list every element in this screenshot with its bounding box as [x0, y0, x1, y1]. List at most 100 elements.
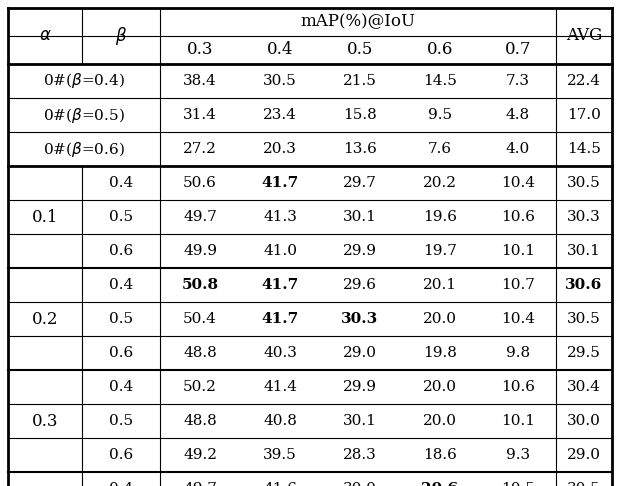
Text: 28.3: 28.3 — [343, 448, 377, 462]
Text: 21.5: 21.5 — [343, 74, 377, 88]
Text: 41.4: 41.4 — [263, 380, 297, 394]
Text: 40.3: 40.3 — [263, 346, 297, 360]
Text: $\alpha$: $\alpha$ — [38, 28, 51, 45]
Text: 30.1: 30.1 — [343, 414, 377, 428]
Text: 41.0: 41.0 — [263, 244, 297, 258]
Text: 30.6: 30.6 — [565, 278, 603, 292]
Text: 40.8: 40.8 — [263, 414, 297, 428]
Text: 30.3: 30.3 — [567, 210, 601, 224]
Text: 27.2: 27.2 — [183, 142, 217, 156]
Text: 29.9: 29.9 — [343, 380, 377, 394]
Text: 0.6: 0.6 — [109, 244, 133, 258]
Text: 29.0: 29.0 — [567, 448, 601, 462]
Text: 0.4: 0.4 — [267, 41, 293, 58]
Text: 29.6: 29.6 — [343, 278, 377, 292]
Text: 0.2: 0.2 — [32, 311, 58, 328]
Text: 30.1: 30.1 — [343, 210, 377, 224]
Text: 49.7: 49.7 — [183, 210, 217, 224]
Text: 0#($\beta$=0.5): 0#($\beta$=0.5) — [43, 105, 125, 124]
Text: 9.8: 9.8 — [506, 346, 530, 360]
Text: 18.6: 18.6 — [423, 448, 457, 462]
Text: 50.6: 50.6 — [183, 176, 217, 190]
Text: 29.5: 29.5 — [567, 346, 601, 360]
Text: 14.5: 14.5 — [567, 142, 601, 156]
Text: 0.6: 0.6 — [109, 346, 133, 360]
Text: 7.3: 7.3 — [506, 74, 530, 88]
Text: 50.8: 50.8 — [182, 278, 219, 292]
Text: 10.5: 10.5 — [501, 482, 535, 486]
Text: 0.4: 0.4 — [109, 278, 133, 292]
Text: 39.5: 39.5 — [263, 448, 297, 462]
Text: 41.7: 41.7 — [262, 278, 299, 292]
Text: 20.0: 20.0 — [423, 414, 457, 428]
Text: 10.1: 10.1 — [501, 244, 535, 258]
Text: 15.8: 15.8 — [343, 108, 377, 122]
Text: 0.6: 0.6 — [427, 41, 453, 58]
Text: 13.6: 13.6 — [343, 142, 377, 156]
Text: 20.0: 20.0 — [423, 380, 457, 394]
Text: 20.0: 20.0 — [423, 312, 457, 326]
Text: 0.3: 0.3 — [187, 41, 213, 58]
Text: 20.1: 20.1 — [423, 278, 457, 292]
Text: 49.7: 49.7 — [183, 482, 217, 486]
Text: 14.5: 14.5 — [423, 74, 457, 88]
Text: 41.7: 41.7 — [262, 176, 299, 190]
Text: 10.4: 10.4 — [501, 176, 535, 190]
Text: 41.3: 41.3 — [263, 210, 297, 224]
Text: 9.3: 9.3 — [506, 448, 530, 462]
Text: 30.5: 30.5 — [567, 312, 601, 326]
Text: 0.4: 0.4 — [109, 482, 133, 486]
Text: 48.8: 48.8 — [183, 414, 217, 428]
Text: 31.4: 31.4 — [183, 108, 217, 122]
Text: 10.6: 10.6 — [501, 210, 535, 224]
Text: 30.5: 30.5 — [263, 74, 297, 88]
Text: 41.6: 41.6 — [263, 482, 297, 486]
Text: 0.5: 0.5 — [109, 210, 133, 224]
Text: 30.0: 30.0 — [567, 414, 601, 428]
Text: 0.3: 0.3 — [32, 413, 58, 430]
Text: 19.7: 19.7 — [423, 244, 457, 258]
Text: 22.4: 22.4 — [567, 74, 601, 88]
Text: 23.4: 23.4 — [263, 108, 297, 122]
Text: 0#($\beta$=0.4): 0#($\beta$=0.4) — [43, 71, 125, 90]
Text: 4.0: 4.0 — [506, 142, 530, 156]
Text: 20.6: 20.6 — [422, 482, 459, 486]
Text: 4.8: 4.8 — [506, 108, 530, 122]
Text: 30.5: 30.5 — [567, 176, 601, 190]
Text: AVG: AVG — [566, 28, 602, 45]
Text: 0.6: 0.6 — [109, 448, 133, 462]
Text: mAP(%)@IoU: mAP(%)@IoU — [301, 14, 415, 31]
Text: 30.1: 30.1 — [567, 244, 601, 258]
Text: 41.7: 41.7 — [262, 312, 299, 326]
Text: 30.5: 30.5 — [567, 482, 601, 486]
Text: 7.6: 7.6 — [428, 142, 452, 156]
Text: 20.2: 20.2 — [423, 176, 457, 190]
Text: 10.1: 10.1 — [501, 414, 535, 428]
Text: 19.6: 19.6 — [423, 210, 457, 224]
Text: 30.4: 30.4 — [567, 380, 601, 394]
Text: 19.8: 19.8 — [423, 346, 457, 360]
Text: 0.5: 0.5 — [347, 41, 373, 58]
Text: 0.4: 0.4 — [109, 380, 133, 394]
Text: $\beta$: $\beta$ — [115, 25, 127, 47]
Text: 10.6: 10.6 — [501, 380, 535, 394]
Text: 49.2: 49.2 — [183, 448, 217, 462]
Text: 50.2: 50.2 — [183, 380, 217, 394]
Text: 0.4: 0.4 — [109, 176, 133, 190]
Text: 0#($\beta$=0.6): 0#($\beta$=0.6) — [43, 139, 125, 158]
Text: 29.7: 29.7 — [343, 176, 377, 190]
Text: 0.5: 0.5 — [109, 312, 133, 326]
Text: 0.1: 0.1 — [32, 208, 58, 226]
Text: 17.0: 17.0 — [567, 108, 601, 122]
Text: 49.9: 49.9 — [183, 244, 217, 258]
Text: 0.5: 0.5 — [109, 414, 133, 428]
Text: 30.0: 30.0 — [343, 482, 377, 486]
Text: 29.9: 29.9 — [343, 244, 377, 258]
Text: 50.4: 50.4 — [183, 312, 217, 326]
Text: 30.3: 30.3 — [342, 312, 379, 326]
Text: 38.4: 38.4 — [183, 74, 217, 88]
Text: 20.3: 20.3 — [263, 142, 297, 156]
Text: 29.0: 29.0 — [343, 346, 377, 360]
Text: 48.8: 48.8 — [183, 346, 217, 360]
Text: 0.7: 0.7 — [505, 41, 531, 58]
